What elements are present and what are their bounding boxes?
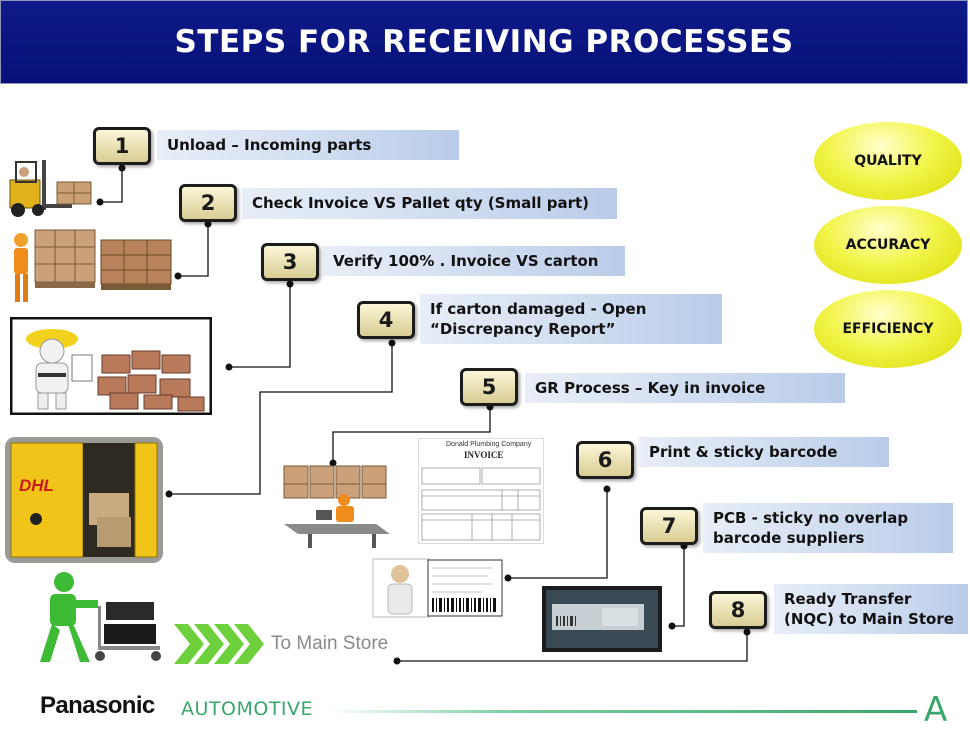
step-8-number: 8: [709, 591, 767, 629]
invoice-title: INVOICE: [464, 450, 503, 460]
invoice-document: Donald Plumbing Company INVOICE: [418, 438, 544, 544]
step-2-number: 2: [179, 184, 237, 222]
step-4-label: If carton damaged - Open “Discrepancy Re…: [420, 294, 722, 344]
title-bar: STEPS FOR RECEIVING PROCESSES: [0, 0, 968, 84]
step-7-label: PCB - sticky no overlap barcode supplier…: [703, 503, 953, 553]
automotive-label: AUTOMOTIVE: [181, 698, 314, 720]
step-5-label: GR Process – Key in invoice: [525, 373, 845, 403]
step-6-number: 6: [576, 441, 634, 479]
step-8-label: Ready Transfer (NQC) to Main Store: [774, 584, 968, 634]
chevron-arrows-icon: [174, 624, 264, 664]
dhl-container-icon: DHL: [5, 437, 163, 563]
page-title: STEPS FOR RECEIVING PROCESSES: [174, 24, 794, 60]
footer-mark: A: [924, 690, 948, 730]
pcb-photo: [542, 586, 662, 652]
step-5-number: 5: [460, 368, 518, 406]
svg-text:DHL: DHL: [19, 476, 54, 495]
panasonic-logo: Panasonic: [40, 692, 155, 719]
step-6-label: Print & sticky barcode: [639, 437, 889, 467]
transfer-cart-icon: [40, 572, 161, 662]
invoice-company: Donald Plumbing Company: [446, 441, 532, 448]
step-7-number: 7: [640, 507, 698, 545]
worker-pallets-icon: [14, 229, 172, 302]
step-3-label: Verify 100% . Invoice VS carton: [323, 246, 625, 276]
to-main-store-label: To Main Store: [271, 633, 389, 654]
quality-oval: QUALITY: [814, 122, 962, 200]
step-1-number: 1: [93, 127, 151, 165]
step-1-label: Unload – Incoming parts: [157, 130, 459, 160]
accuracy-oval: ACCURACY: [814, 206, 962, 284]
barcode-label-icon: [372, 558, 503, 618]
forklift-icon: [9, 160, 92, 217]
step-2-label: Check Invoice VS Pallet qty (Small part): [242, 188, 617, 219]
gr-desk-icon: [283, 465, 390, 548]
footer-divider: [327, 710, 917, 713]
step-4-number: 4: [357, 301, 415, 339]
carton-inspection-icon: [10, 317, 212, 415]
efficiency-oval: EFFICIENCY: [814, 290, 962, 368]
step-3-number: 3: [261, 243, 319, 281]
